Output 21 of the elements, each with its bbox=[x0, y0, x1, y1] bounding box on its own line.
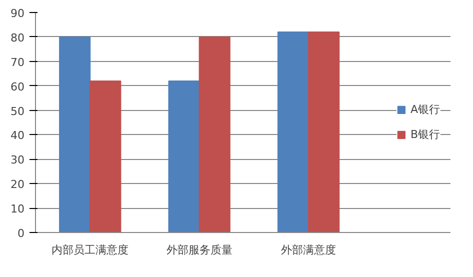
y-tick-label: 30 bbox=[10, 154, 25, 167]
x-tick-label: 外部满意度 bbox=[281, 244, 336, 256]
y-tick-label: 40 bbox=[10, 129, 25, 142]
bar bbox=[59, 36, 91, 232]
bar bbox=[308, 32, 340, 232]
y-tick-label: 10 bbox=[10, 202, 25, 216]
y-tick-label: 90 bbox=[10, 7, 25, 20]
y-tick-label: 60 bbox=[10, 80, 25, 94]
y-tick-label: 0 bbox=[18, 227, 24, 240]
bar bbox=[168, 80, 200, 232]
legend-label: A银行 bbox=[410, 102, 440, 117]
y-tick-label: 20 bbox=[10, 178, 25, 192]
y-tick-label: 50 bbox=[10, 104, 25, 118]
y-tick-label: 80 bbox=[10, 31, 25, 44]
bar bbox=[277, 32, 310, 232]
bar bbox=[198, 36, 230, 232]
bar bbox=[90, 80, 122, 232]
x-tick-label: 外部服务质量 bbox=[166, 244, 232, 256]
legend-label: B银行 bbox=[410, 127, 440, 142]
y-tick-label: 70 bbox=[10, 56, 25, 69]
x-tick-label: 内部员工满意度 bbox=[52, 244, 129, 256]
